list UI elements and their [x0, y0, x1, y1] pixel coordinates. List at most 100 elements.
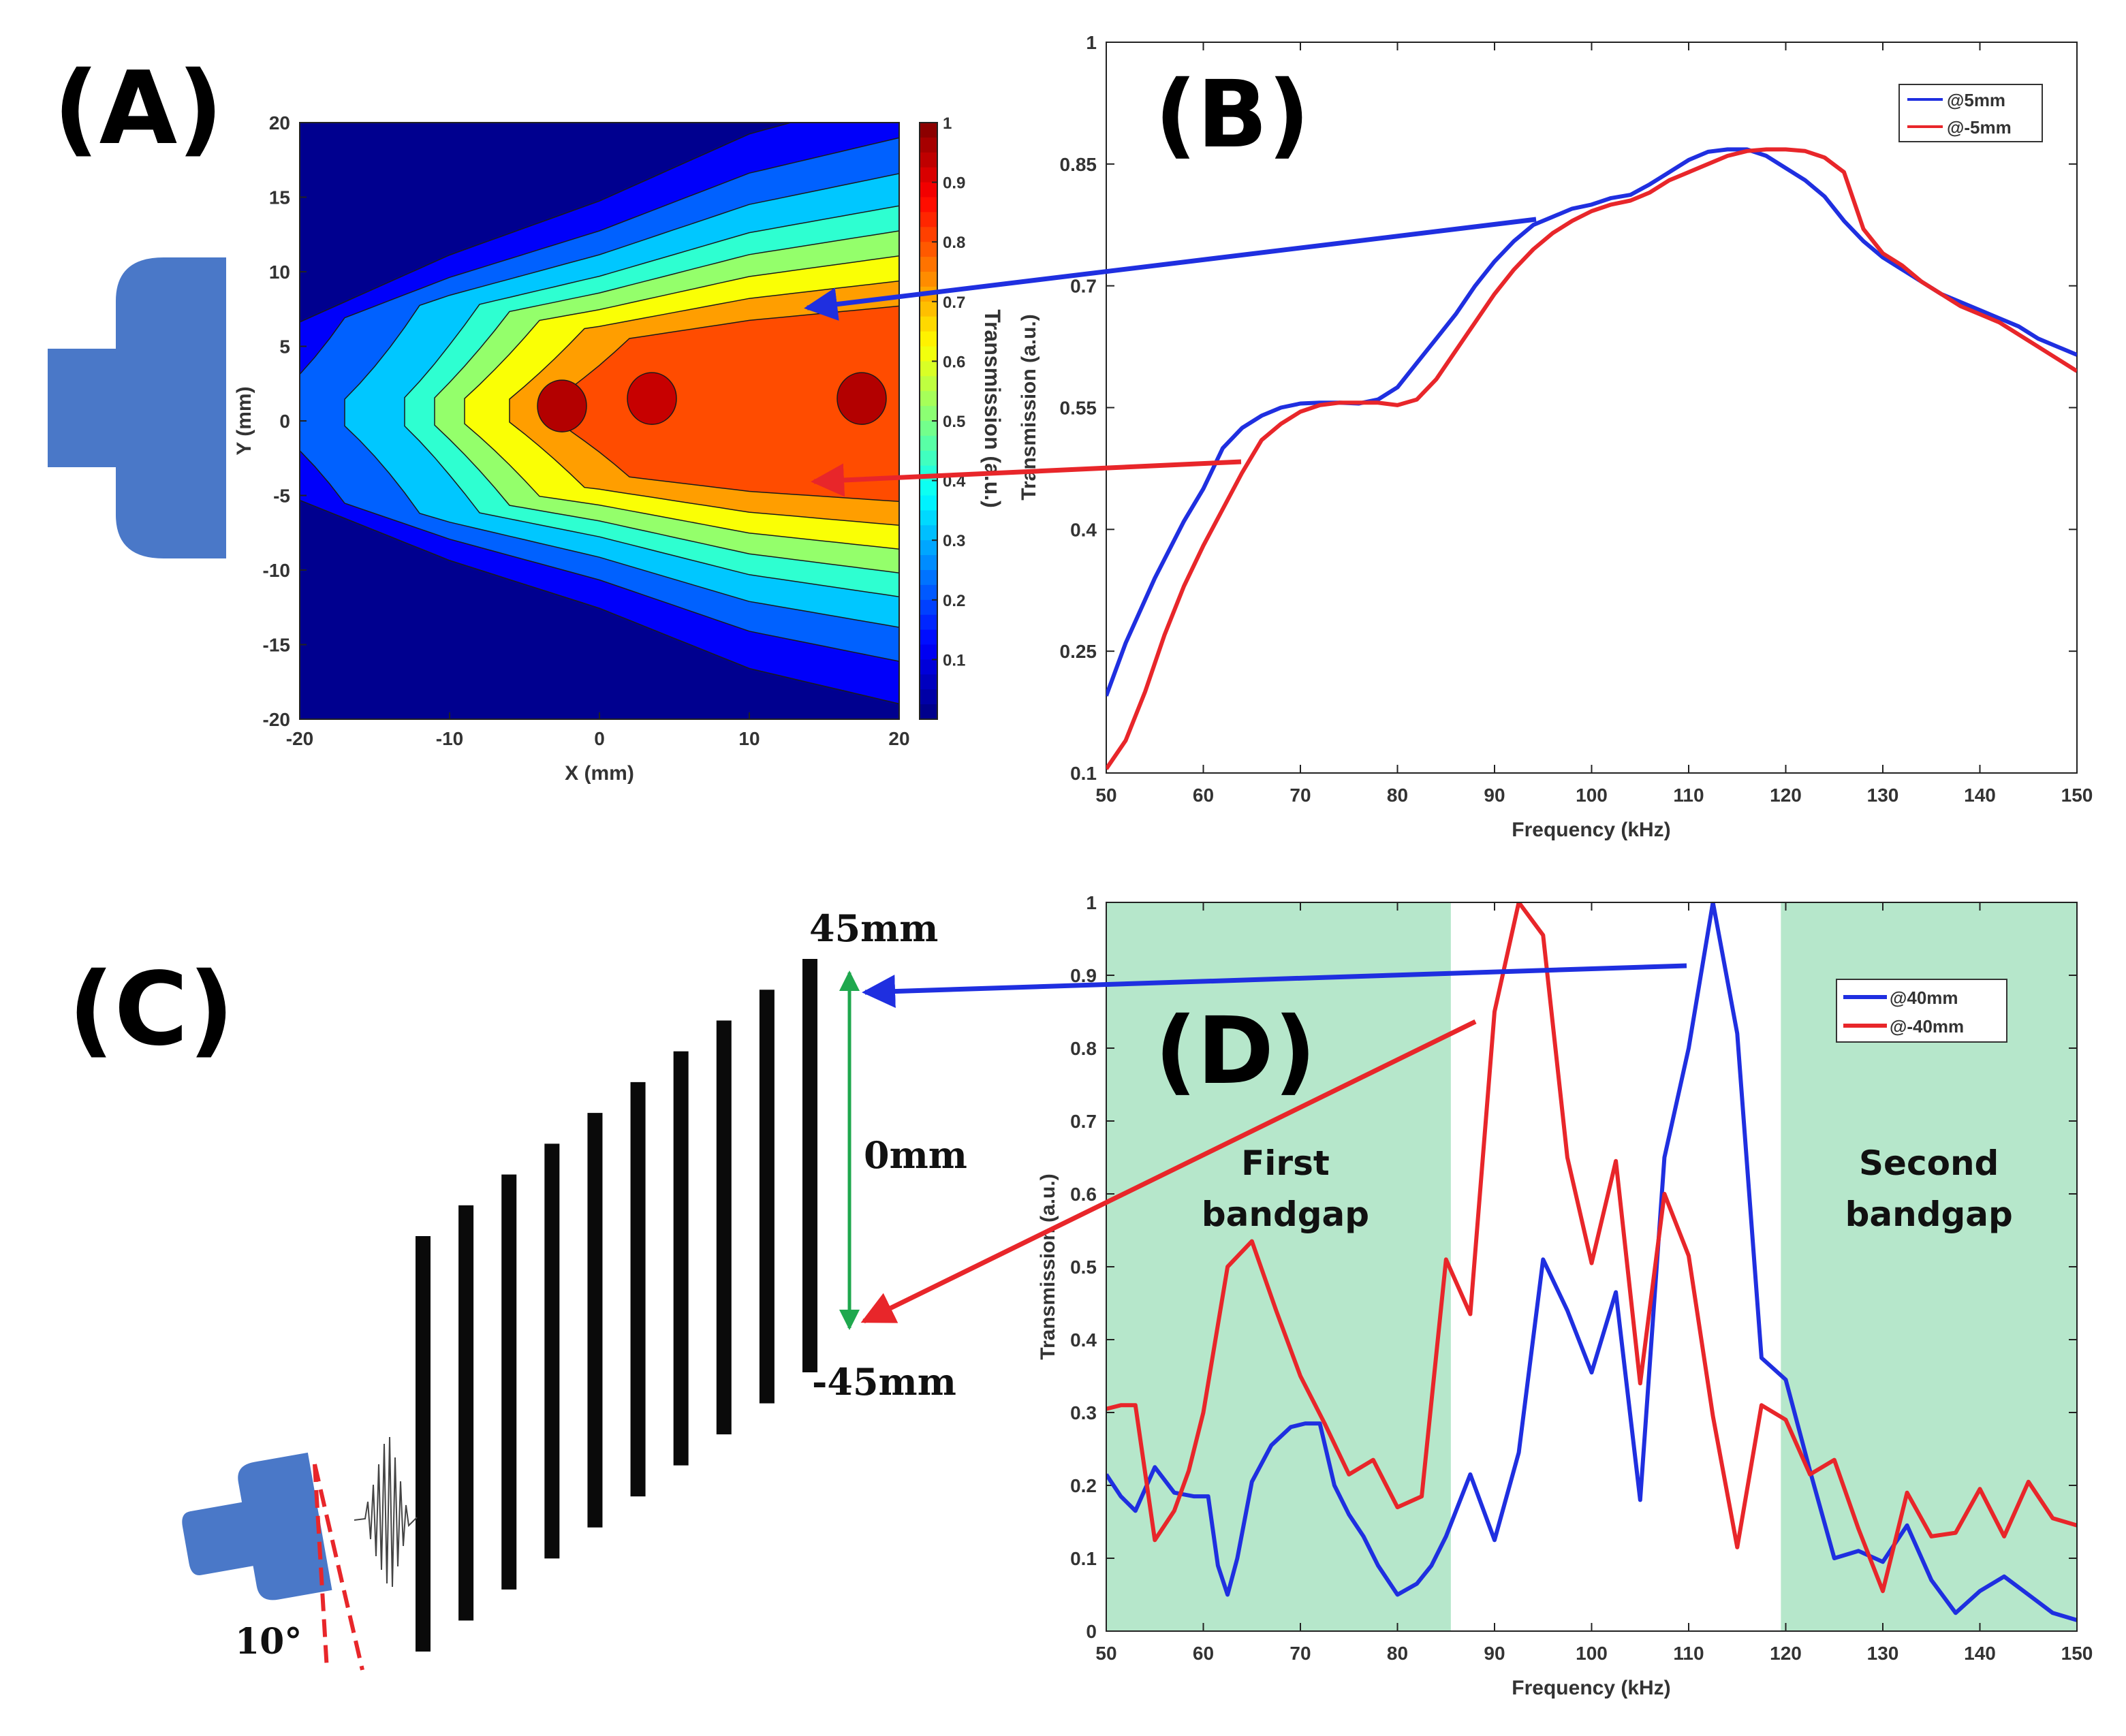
chart-d-y-tick-label: 0.1 — [1070, 1548, 1097, 1569]
chart-d-legend: @40mm @-40mm — [1836, 979, 2007, 1043]
colorbar-swatch — [920, 167, 937, 183]
metamaterial-bar — [544, 1143, 560, 1559]
colorbar-swatch — [920, 555, 937, 571]
colorbar-swatch — [920, 346, 937, 362]
contour-y-tick-label: 10 — [269, 262, 290, 283]
colorbar-swatch — [920, 421, 937, 437]
colorbar-tick-label: 0.7 — [943, 294, 965, 312]
contour-y-tick-label: 15 — [269, 187, 290, 208]
colorbar-swatch — [920, 540, 937, 556]
chart-d-x-tick-label: 80 — [1387, 1643, 1408, 1664]
colorbar-swatch — [920, 480, 937, 496]
colorbar-swatch — [920, 510, 937, 526]
panel-b-label: (B) — [1155, 61, 1310, 169]
chart-d-y-tick-label: 0.6 — [1070, 1184, 1097, 1205]
colorbar-swatch — [920, 227, 937, 243]
chart-d-y-tick-label: 0.2 — [1070, 1475, 1097, 1496]
contour-hotspot-1 — [537, 379, 587, 432]
colorbar-swatch — [920, 674, 937, 691]
metamaterial-bar — [716, 1020, 732, 1435]
bandgap-2-line2: bandgap — [1845, 1195, 2013, 1234]
chart-d-x-tick-label: 110 — [1673, 1643, 1704, 1664]
chart-d-x-tick-label: 100 — [1576, 1643, 1608, 1664]
colorbar-swatch — [920, 495, 937, 511]
contour-y-label: Y (mm) — [233, 386, 255, 455]
chart-d-y-tick-label: 0.5 — [1070, 1257, 1097, 1278]
colorbar-tick-label: 0.6 — [943, 353, 965, 371]
colorbar-swatch — [920, 242, 937, 258]
chart-b-x-tick-label: 130 — [1867, 785, 1899, 806]
colorbar-tick-label: 0.8 — [943, 234, 965, 252]
chart-b-y-tick-label: 1 — [1086, 32, 1097, 53]
chart-b-legend: @5mm @-5mm — [1898, 84, 2043, 142]
metamaterial-bar — [673, 1051, 689, 1466]
bandgap-1-line1: First — [1241, 1143, 1330, 1183]
label-45mm: 45mm — [809, 906, 938, 950]
colorbar-swatch — [920, 391, 937, 407]
chart-d-y-tick-label: 1 — [1086, 892, 1097, 913]
beam-angle-line — [313, 1464, 364, 1671]
label-minus-45mm: -45mm — [812, 1360, 956, 1404]
contour-y-tick-label: -5 — [273, 486, 290, 507]
colorbar-swatch — [920, 331, 937, 347]
legend-b-item-2: @-5mm — [1947, 117, 2012, 138]
colorbar-swatch — [920, 212, 937, 228]
colorbar-swatch — [920, 704, 937, 720]
metamaterial-bar — [501, 1174, 517, 1590]
chart-d-y-tick-label: 0 — [1086, 1621, 1097, 1642]
colorbar-tick-label: 0.5 — [943, 413, 965, 431]
chart-d-x-tick-label: 120 — [1770, 1643, 1802, 1664]
colorbar-swatch — [920, 257, 937, 272]
chart-d-y-tick-label: 0.4 — [1070, 1329, 1097, 1351]
legend-d-item-1: @40mm — [1890, 988, 1958, 1008]
metamaterial-bar — [416, 1236, 431, 1652]
label-0mm: 0mm — [864, 1133, 967, 1177]
contour-x-tick-label: 20 — [888, 728, 909, 749]
colorbar-swatch — [920, 570, 937, 586]
colorbar-tick-label: 0.2 — [943, 592, 965, 610]
chart-d-x-tick-label: 70 — [1289, 1643, 1311, 1664]
chart-b-y-tick-label: 0.55 — [1060, 398, 1097, 419]
contour-x-tick-label: 10 — [738, 728, 760, 749]
chart-d-x-tick-label: 60 — [1193, 1643, 1214, 1664]
contour-y-tick-label: -10 — [263, 560, 290, 581]
metamaterial-bar — [458, 1205, 474, 1621]
contour-y-tick-label: -15 — [263, 635, 290, 656]
arrow-red-b-to-a — [811, 459, 1242, 497]
contour-hotspot-3 — [837, 372, 887, 425]
colorbar-swatch — [920, 584, 937, 601]
colorbar-swatch — [920, 272, 937, 287]
contour-plot-a: -20 -10 0 10 20 20 15 10 5 0 -5 -10 -15 -20 X (mm) Y … — [233, 112, 1005, 785]
transducer-c-icon — [182, 1452, 332, 1600]
chart-d-x-tick-label: 150 — [2061, 1643, 2093, 1664]
chart-d-series-1-line — [1106, 902, 2077, 1622]
beam-center-line — [313, 1464, 329, 1671]
chart-b-x-tick-label: 110 — [1673, 785, 1704, 806]
colorbar-tick-label: 0.1 — [943, 651, 965, 669]
colorbar-swatch — [920, 435, 937, 452]
contour-x-label: X (mm) — [565, 762, 634, 785]
chart-b-x-tick-label: 150 — [2061, 785, 2093, 806]
colorbar-swatch — [920, 525, 937, 541]
colorbar-swatch — [920, 599, 937, 616]
chart-d-x-tick-label: 50 — [1095, 1643, 1116, 1664]
panel-a-label: (A) — [53, 50, 223, 167]
colorbar-swatch — [920, 123, 937, 138]
contour-y-tick-label: -20 — [263, 709, 290, 730]
chart-b-x-tick-label: 80 — [1387, 785, 1408, 806]
line-chart-b: 50 60 70 80 90 100 110 120 130 140 150 0.1 0.25 0.4 0.… — [1018, 32, 2093, 841]
metamaterial-bar — [802, 959, 817, 1372]
chart-b-series-2-line — [1106, 147, 2077, 770]
chart-b-x-tick-label: 70 — [1289, 785, 1311, 806]
colorbar-swatch — [920, 137, 937, 153]
chart-b-y-tick-label: 0.4 — [1070, 519, 1097, 540]
colorbar-swatch — [920, 689, 937, 706]
colorbar-swatch — [920, 629, 937, 646]
colorbar-swatch — [920, 301, 937, 317]
panel-d-label: (D) — [1155, 998, 1316, 1105]
chart-d-series-2-line — [1106, 902, 2077, 1594]
chart-d-frame — [1106, 902, 2078, 1632]
bandgap-region-1 — [1106, 902, 1451, 1631]
legend-b-item-1: @5mm — [1947, 90, 2005, 110]
contour-y-tick-label: 0 — [279, 411, 290, 432]
